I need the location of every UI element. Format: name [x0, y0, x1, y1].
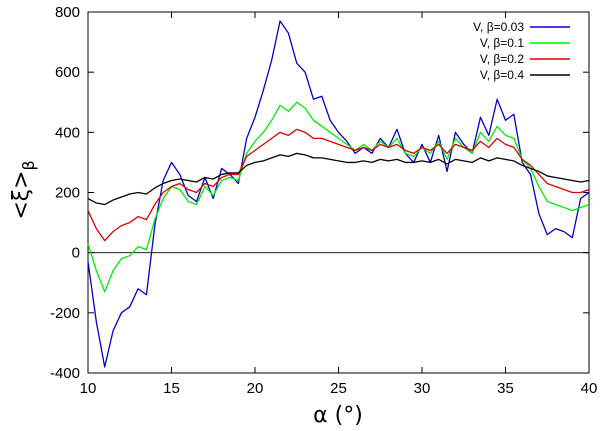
legend: V, β=0.03 V, β=0.1 V, β=0.2 V, β=0.4	[473, 20, 570, 82]
x-tick-label: 15	[163, 380, 180, 397]
y-tick-label: 0	[72, 245, 80, 262]
legend-label: V, β=0.1	[480, 36, 524, 50]
y-tick-label: 800	[55, 4, 80, 21]
x-axis-title: α (°)	[313, 403, 363, 428]
x-tick-label: 25	[330, 380, 347, 397]
y-tick-label: 400	[55, 124, 80, 141]
y-tick-label: 600	[55, 64, 80, 81]
y-tick-label: -400	[50, 365, 80, 382]
x-tick-label: 30	[414, 380, 431, 397]
x-tick-label: 35	[497, 380, 514, 397]
y-tick-label: 200	[55, 185, 80, 202]
series-line-3	[87, 152, 590, 206]
legend-label: V, β=0.4	[480, 68, 524, 82]
x-tick-label: 40	[581, 380, 598, 397]
series-line-1	[87, 101, 590, 293]
y-axis-title: <ξ>β	[9, 160, 38, 219]
series-line-2	[87, 128, 590, 242]
axis-ticks: 10 15 20 25 30 35 40 -400 -200 0 200 400 600 800	[50, 4, 597, 397]
x-tick-label: 20	[247, 380, 264, 397]
legend-label: V, β=0.2	[480, 52, 524, 66]
y-axis-title-sub: β	[19, 160, 38, 170]
series-layer	[87, 20, 590, 368]
y-tick-label: -200	[50, 305, 80, 322]
series-line-0	[87, 20, 590, 368]
x-tick-label: 10	[80, 380, 97, 397]
legend-label: V, β=0.03	[473, 20, 524, 34]
y-axis-title-main: <ξ>	[9, 171, 34, 220]
